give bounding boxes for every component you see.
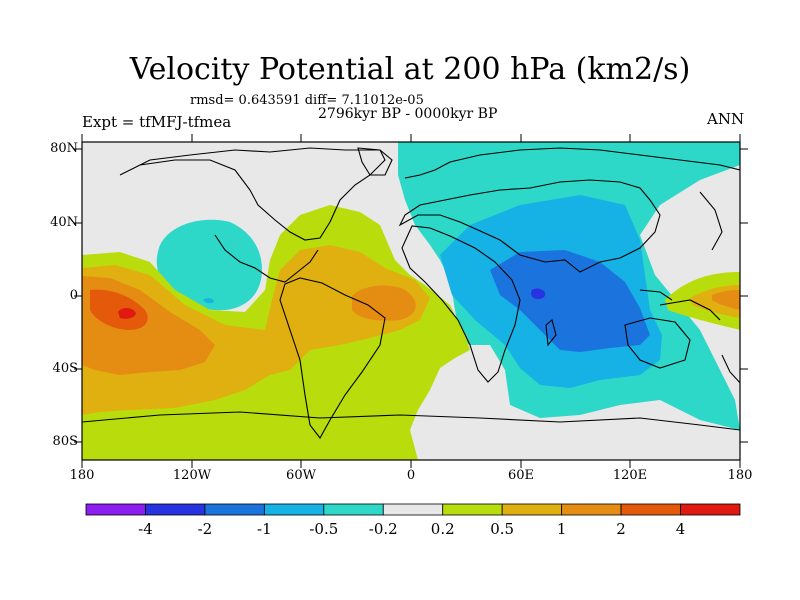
y-tick-80n: 80N — [50, 141, 78, 156]
x-tick-60w: 60W — [286, 468, 316, 483]
y-tick-0: 0 — [69, 288, 78, 303]
x-tick-180w: 180 — [69, 468, 95, 483]
colorbar-label: -1 — [257, 520, 272, 538]
colorbar-swatch — [323, 503, 384, 516]
pos-field-red-core — [118, 307, 136, 319]
x-tick-0: 0 — [406, 468, 416, 483]
period-label: 2796kyr BP - 0000kyr BP — [318, 106, 498, 122]
y-tick-40s: 40S — [52, 361, 78, 376]
colorbar-label: 2 — [616, 520, 626, 538]
colorbar-swatch — [620, 503, 681, 516]
colorbar — [85, 503, 741, 516]
colorbar-swatch — [85, 503, 146, 516]
colorbar-label: -2 — [197, 520, 213, 538]
colorbar-swatch — [263, 503, 325, 516]
experiment-label: Expt = tfMFJ-tfmea — [82, 113, 232, 131]
tick-marks — [74, 134, 748, 468]
pos-field-dark-orange — [90, 289, 148, 330]
plot-title: Velocity Potential at 200 hPa (km2/s) — [129, 52, 691, 87]
colorbar-label: 0.2 — [430, 520, 455, 538]
colorbar-swatch — [442, 503, 503, 516]
contour-field — [82, 142, 740, 460]
colorbar-label: 1 — [556, 520, 567, 538]
colorbar-label: 0.5 — [490, 520, 515, 538]
coastlines — [82, 147, 740, 439]
colorbar-swatch — [561, 503, 622, 516]
x-tick-120w: 120W — [172, 468, 212, 483]
pos-field-gold — [82, 245, 430, 415]
y-tick-40n: 40N — [50, 215, 78, 230]
neg-lobe-dark-blue — [531, 288, 546, 299]
season-label: ANN — [707, 110, 745, 128]
stats-line: rmsd= 0.643591 diff= 7.11012e-05 — [190, 93, 424, 108]
colorbar-swatch — [501, 503, 563, 516]
colorbar-label: -4 — [138, 520, 153, 538]
colorbar-label: -0.2 — [368, 520, 398, 538]
east-pos-orange — [712, 290, 740, 310]
x-tick-120e: 120E — [612, 468, 648, 483]
neg-lobe-blue — [490, 250, 650, 352]
colorbar-swatch — [204, 503, 265, 516]
colorbar-label: -0.5 — [309, 520, 339, 538]
pacific-neg-core — [203, 298, 214, 304]
pacific-neg-lobe — [156, 219, 262, 311]
colorbar-label: 4 — [675, 520, 686, 538]
y-tick-80s: 80S — [52, 434, 78, 449]
x-tick-180e: 180 — [727, 468, 753, 483]
x-tick-60e: 60E — [507, 468, 535, 483]
colorbar-swatch — [382, 503, 444, 516]
colorbar-swatch — [680, 503, 741, 516]
pos-field-orange-atlantic — [352, 285, 416, 321]
colorbar-swatch — [145, 503, 206, 516]
